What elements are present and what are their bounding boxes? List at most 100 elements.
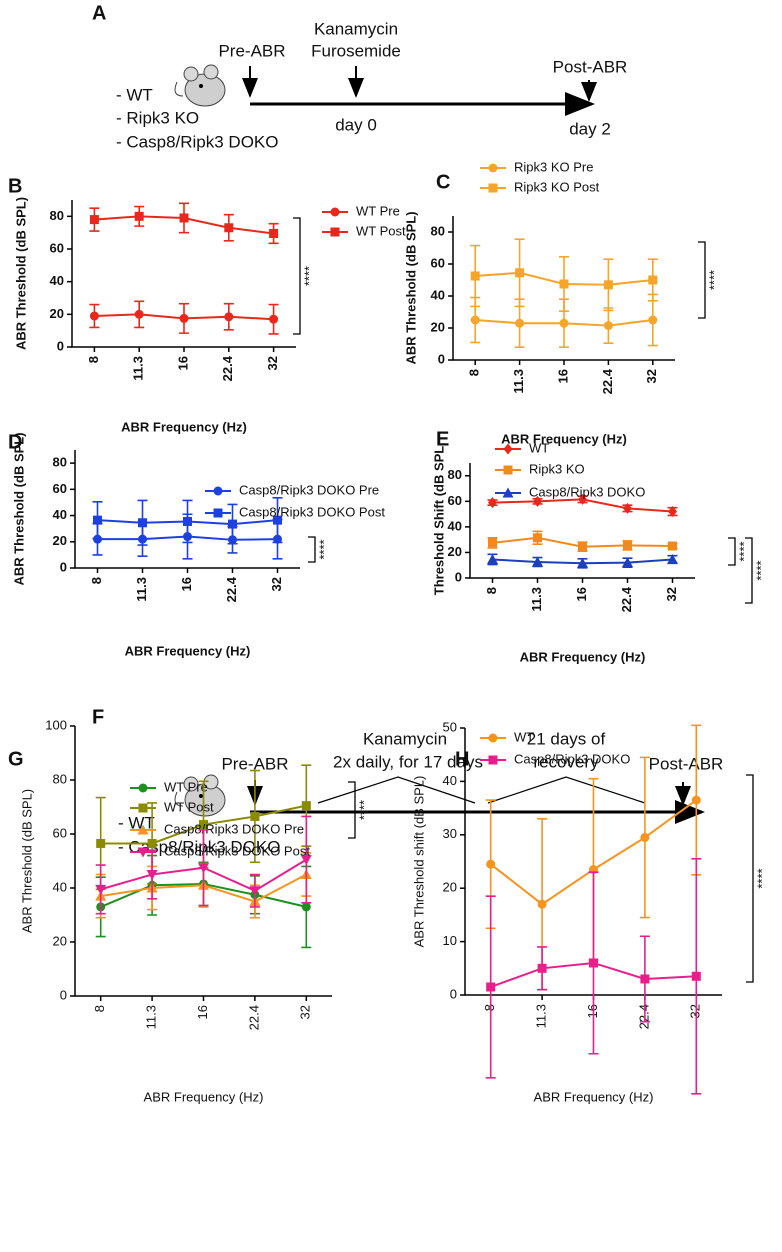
- significance-label: ****: [754, 868, 769, 888]
- point: [488, 538, 497, 548]
- x-tick-label: 32: [688, 1004, 703, 1018]
- y-tick-label: 20: [443, 880, 457, 895]
- significance-bracket: [745, 537, 753, 604]
- y-tick-label: 20: [431, 319, 445, 334]
- y-tick-label: 40: [53, 507, 67, 522]
- point: [578, 493, 587, 505]
- x-tick-label: 11.3: [534, 1004, 549, 1028]
- mouse-icon: [174, 774, 226, 817]
- y-tick-label: 60: [431, 255, 445, 270]
- y-tick-label: 40: [443, 773, 457, 788]
- y-axis-label: ABR Threshold (dB SPL): [13, 197, 28, 350]
- y-tick-label: 10: [443, 933, 457, 948]
- point: [147, 838, 157, 848]
- x-tick-label: 32: [269, 577, 284, 591]
- y-tick-label: 20: [50, 306, 64, 321]
- y-axis-label: ABR Threshold (dB SPL): [403, 211, 418, 364]
- legend-marker: [137, 824, 149, 835]
- y-tick-label: 60: [53, 481, 67, 496]
- legend-marker: [488, 183, 498, 193]
- y-tick-label: 0: [438, 351, 445, 366]
- group-label: - Ripk3 KO: [116, 108, 199, 127]
- point: [250, 811, 260, 821]
- legend-label: Casp8/Ripk3 DOKO Pre: [164, 821, 304, 836]
- drug-label: Kanamycin: [363, 729, 447, 748]
- legend-marker: [137, 847, 149, 858]
- point: [537, 899, 547, 909]
- significance-bracket: [746, 774, 754, 983]
- point: [89, 215, 99, 225]
- point: [648, 315, 658, 325]
- x-tick-label: 32: [644, 369, 659, 383]
- point: [95, 884, 107, 895]
- point: [668, 506, 677, 518]
- x-tick-label: 8: [482, 1004, 497, 1011]
- x-axis-label: ABR Frequency (Hz): [520, 649, 646, 664]
- point: [138, 518, 147, 528]
- y-tick-label: 0: [455, 569, 462, 584]
- x-tick-label: 16: [179, 577, 194, 591]
- point: [515, 318, 525, 328]
- legend-label: WT Pre: [356, 203, 400, 218]
- y-axis-label: Threshold Shift (dB SPL: [431, 446, 446, 596]
- y-tick-label: 20: [448, 544, 462, 559]
- point: [179, 213, 189, 223]
- x-tick-label: 22.4: [246, 1005, 261, 1030]
- significance-label: ****: [736, 541, 751, 561]
- point: [89, 311, 99, 321]
- panel-f: F Pre-ABR Kanamycin 2x daily, for 17 day…: [92, 706, 723, 856]
- x-axis-label: ABR Frequency (Hz): [534, 1089, 654, 1104]
- point: [273, 515, 282, 525]
- chart: H 0 10 20 30 40 50 8 11.3 16 22.4 32 ABR Threshold s…: [411, 719, 769, 1104]
- x-tick-label: 11.3: [131, 356, 146, 381]
- drug-label: 2x daily, for 17 days: [333, 752, 483, 771]
- x-tick-label: 16: [195, 1005, 210, 1019]
- y-tick-label: 0: [60, 987, 67, 1002]
- x-tick-label: 16: [555, 369, 570, 383]
- y-tick-label: 100: [45, 717, 67, 732]
- point: [179, 313, 189, 323]
- y-tick-label: 20: [53, 533, 67, 548]
- point: [667, 553, 678, 564]
- point: [578, 542, 587, 552]
- point: [269, 314, 279, 324]
- x-tick-label: 16: [175, 356, 190, 370]
- y-axis-label: ABR Threshold (dB SPL): [19, 789, 34, 933]
- point: [93, 515, 102, 525]
- y-tick-label: 30: [443, 826, 457, 841]
- point: [269, 228, 279, 238]
- y-axis-label: ABR Threshold shift (dB SPL): [411, 776, 426, 948]
- point: [640, 832, 650, 842]
- y-axis-label: ABR Threshold (dB SPL): [11, 432, 26, 585]
- y-tick-label: 0: [450, 986, 457, 1001]
- significance-label: ****: [316, 539, 331, 559]
- x-tick-label: 22.4: [224, 576, 239, 602]
- legend-label: WT Post: [164, 799, 214, 814]
- point: [559, 318, 569, 328]
- point: [622, 557, 633, 568]
- panel-a: A Pre-ABR Kanamycin Furosemide Post-ABR …: [92, 2, 627, 151]
- point: [183, 516, 192, 526]
- point: [515, 268, 525, 278]
- y-tick-label: 80: [53, 455, 67, 470]
- y-tick-label: 80: [448, 467, 462, 482]
- y-tick-label: 80: [431, 223, 445, 238]
- y-tick-label: 60: [53, 825, 67, 840]
- point: [224, 312, 234, 322]
- x-axis-label: ABR Frequency (Hz): [121, 419, 247, 434]
- significance-bracket: [293, 217, 301, 335]
- significance-bracket: [728, 537, 736, 566]
- point: [228, 519, 237, 529]
- span-bracket: [487, 776, 646, 804]
- legend-marker: [213, 508, 223, 518]
- y-tick-label: 50: [443, 719, 457, 734]
- significance-bracket: [348, 781, 356, 839]
- significance-bracket: [698, 241, 706, 319]
- legend-label: WT Post: [356, 223, 406, 238]
- legend-marker: [503, 443, 513, 455]
- point: [691, 971, 701, 981]
- pre-label: Pre-ABR: [221, 754, 288, 773]
- panel-letter: B: [8, 175, 22, 197]
- significance-label: ****: [356, 800, 371, 820]
- y-tick-label: 80: [53, 771, 67, 786]
